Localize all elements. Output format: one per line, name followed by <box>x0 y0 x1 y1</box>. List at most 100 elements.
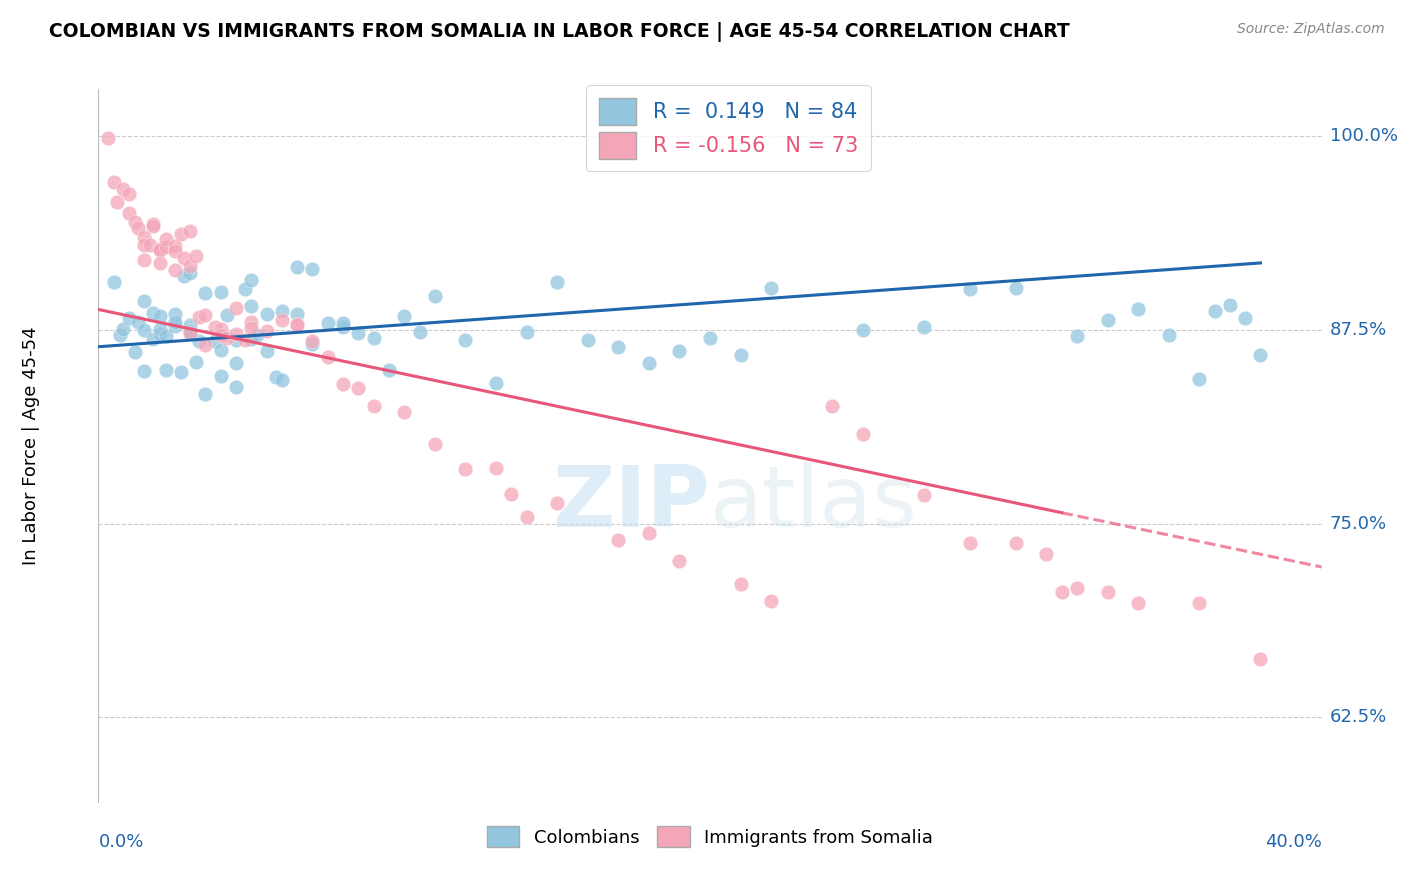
Point <box>332 376 354 391</box>
Point <box>111 322 134 336</box>
Point <box>139 238 162 252</box>
Point <box>1157 328 1180 343</box>
Point <box>363 399 385 413</box>
Point <box>637 356 661 370</box>
Point <box>285 318 308 333</box>
Point <box>501 486 523 500</box>
Point <box>142 217 165 231</box>
Point <box>149 256 172 270</box>
Point <box>516 326 538 340</box>
Point <box>852 323 875 337</box>
Point <box>209 322 232 336</box>
Point <box>347 381 370 395</box>
Point <box>233 282 256 296</box>
Point <box>142 306 165 320</box>
Point <box>134 253 156 268</box>
Point <box>730 577 752 591</box>
Point <box>142 332 165 346</box>
Point <box>301 261 323 276</box>
Point <box>316 316 339 330</box>
Point <box>454 333 477 347</box>
Text: atlas: atlas <box>710 461 918 545</box>
Point <box>546 496 568 510</box>
Point <box>516 509 538 524</box>
Point <box>179 266 201 280</box>
Point <box>759 281 782 295</box>
Point <box>240 299 263 313</box>
Point <box>363 331 385 345</box>
Point <box>285 307 308 321</box>
Point <box>1004 535 1026 549</box>
Text: 62.5%: 62.5% <box>1330 708 1388 726</box>
Point <box>204 320 226 334</box>
Point <box>959 283 981 297</box>
Point <box>316 350 339 364</box>
Point <box>668 554 690 568</box>
Point <box>186 249 208 263</box>
Point <box>378 362 401 376</box>
Point <box>163 307 186 321</box>
Point <box>546 275 568 289</box>
Point <box>155 329 177 343</box>
Legend: Colombians, Immigrants from Somalia: Colombians, Immigrants from Somalia <box>479 819 941 855</box>
Point <box>699 331 721 345</box>
Point <box>225 334 247 348</box>
Point <box>179 224 201 238</box>
Point <box>97 131 120 145</box>
Point <box>194 285 217 300</box>
Point <box>240 321 263 335</box>
Point <box>209 285 232 299</box>
Point <box>134 238 156 252</box>
Point <box>225 301 247 315</box>
Point <box>179 326 201 340</box>
Point <box>179 259 201 273</box>
Point <box>225 356 247 370</box>
Point <box>209 368 232 383</box>
Point <box>103 276 125 290</box>
Point <box>637 525 661 540</box>
Point <box>179 326 201 341</box>
Point <box>163 319 186 334</box>
Point <box>256 307 278 321</box>
Point <box>188 310 211 324</box>
Point <box>607 533 630 548</box>
Point <box>1128 302 1150 317</box>
Text: 87.5%: 87.5% <box>1330 320 1388 339</box>
Point <box>246 327 269 342</box>
Point <box>1004 281 1026 295</box>
Point <box>759 594 782 608</box>
Point <box>423 289 446 303</box>
Point <box>852 426 875 441</box>
Point <box>730 348 752 362</box>
Point <box>256 324 278 338</box>
Point <box>215 308 238 322</box>
Point <box>1219 298 1241 312</box>
Point <box>1188 596 1211 610</box>
Point <box>134 364 156 378</box>
Point <box>264 370 287 384</box>
Point <box>270 304 292 318</box>
Point <box>1050 585 1073 599</box>
Point <box>454 461 477 475</box>
Point <box>347 326 370 341</box>
Point <box>270 373 292 387</box>
Point <box>959 535 981 549</box>
Point <box>285 317 308 331</box>
Point <box>225 327 247 342</box>
Point <box>149 243 172 257</box>
Point <box>1249 652 1271 666</box>
Point <box>215 331 238 345</box>
Point <box>124 344 146 359</box>
Point <box>163 244 186 259</box>
Point <box>1066 581 1088 595</box>
Point <box>392 309 416 323</box>
Point <box>240 315 263 329</box>
Point <box>118 187 141 202</box>
Point <box>209 328 232 343</box>
Point <box>173 251 195 265</box>
Point <box>179 324 201 338</box>
Point <box>155 363 177 377</box>
Point <box>233 333 256 347</box>
Point <box>142 219 165 233</box>
Point <box>240 273 263 287</box>
